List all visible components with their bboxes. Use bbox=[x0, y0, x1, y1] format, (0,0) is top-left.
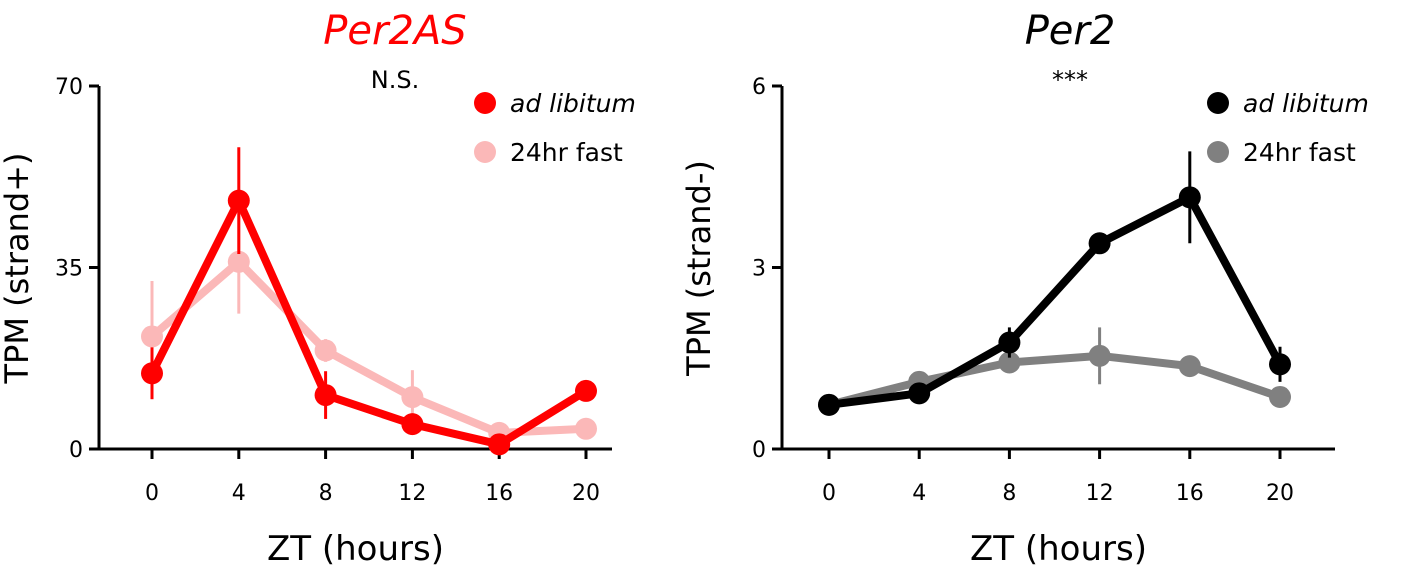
data-point bbox=[998, 331, 1021, 354]
series-0: ad libitum bbox=[818, 89, 1369, 416]
y-tick-label: 6 bbox=[752, 75, 766, 100]
data-point bbox=[314, 384, 337, 407]
series-0: ad libitum bbox=[141, 89, 636, 456]
x-tick-label: 4 bbox=[232, 481, 246, 506]
data-point bbox=[575, 379, 597, 402]
data-point bbox=[141, 362, 163, 385]
data-point bbox=[314, 339, 337, 362]
chart-title: Per2AS bbox=[323, 8, 466, 54]
x-tick-label: 16 bbox=[1176, 481, 1204, 506]
chart-panel-1: Per2 *** 0 3 6 0 4 8 12 16 20 ZT (hours) TPM (strand… bbox=[680, 8, 1369, 569]
x-tick-label: 16 bbox=[485, 481, 513, 506]
series-line bbox=[148, 196, 589, 449]
x-tick-label: 8 bbox=[319, 481, 333, 506]
legend-label: ad libitum bbox=[510, 89, 636, 118]
legend-marker bbox=[474, 92, 496, 114]
y-axis-label: TPM (strand+) bbox=[0, 153, 36, 385]
x-tick-label: 4 bbox=[912, 481, 926, 506]
data-point bbox=[1088, 344, 1111, 367]
data-point bbox=[401, 413, 424, 436]
series-line bbox=[828, 193, 1284, 409]
legend-marker bbox=[474, 141, 496, 163]
y-tick-label: 0 bbox=[69, 438, 83, 463]
legend-label: 24hr fast bbox=[510, 138, 623, 167]
data-point bbox=[998, 351, 1021, 374]
chart-title: Per2 bbox=[1025, 8, 1116, 54]
y-tick-label: 3 bbox=[752, 257, 766, 282]
y-tick-label: 35 bbox=[55, 257, 83, 282]
data-point bbox=[227, 250, 250, 273]
y-tick-label: 70 bbox=[55, 75, 83, 100]
data-point bbox=[908, 382, 931, 405]
y-axis-label: TPM (strand-) bbox=[680, 160, 718, 377]
series-1: 24hr fast bbox=[141, 138, 623, 444]
x-tick-label: 20 bbox=[1266, 481, 1294, 506]
data-point bbox=[575, 417, 597, 440]
data-point bbox=[401, 386, 424, 409]
x-tick-label: 0 bbox=[822, 481, 836, 506]
legend-label: ad libitum bbox=[1243, 89, 1369, 118]
x-tick-label: 8 bbox=[1002, 481, 1016, 506]
x-tick-label: 12 bbox=[398, 481, 426, 506]
data-point bbox=[141, 325, 163, 348]
x-axis-label: ZT (hours) bbox=[970, 529, 1147, 569]
x-tick-label: 20 bbox=[572, 481, 600, 506]
data-point bbox=[1178, 355, 1201, 378]
data-point bbox=[488, 433, 511, 456]
y-tick-label: 0 bbox=[752, 438, 766, 463]
significance-annotation: *** bbox=[1052, 66, 1088, 94]
x-axis-label: ZT (hours) bbox=[267, 529, 444, 569]
significance-annotation: N.S. bbox=[371, 66, 419, 94]
data-point bbox=[1269, 385, 1291, 408]
data-point bbox=[818, 393, 840, 416]
chart-panel-0: Per2AS N.S. 0 35 70 0 4 8 12 16 20 ZT (hours) TPM (s… bbox=[0, 8, 636, 569]
x-tick-label: 12 bbox=[1086, 481, 1114, 506]
data-point bbox=[227, 189, 250, 212]
legend-label: 24hr fast bbox=[1243, 138, 1356, 167]
series-line bbox=[828, 351, 1282, 409]
legend-marker bbox=[1207, 141, 1229, 163]
data-point bbox=[1178, 186, 1201, 209]
legend-marker bbox=[1207, 92, 1229, 114]
data-point bbox=[1088, 232, 1111, 255]
data-point bbox=[1269, 353, 1291, 376]
x-tick-label: 0 bbox=[145, 481, 159, 506]
